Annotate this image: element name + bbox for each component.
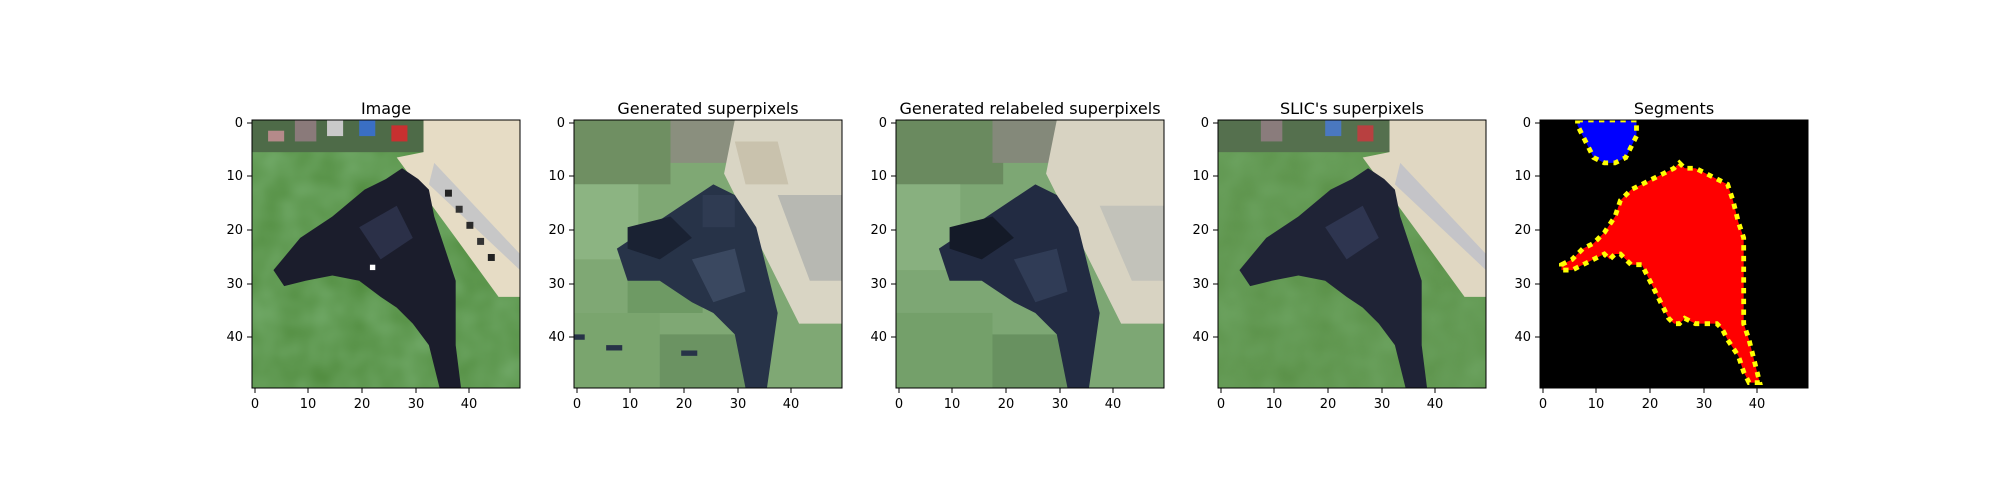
axes-frame: [573, 119, 843, 389]
y-tick-label: 10: [226, 169, 243, 184]
x-tick-label: 0: [573, 397, 581, 412]
x-tick-label: 0: [1539, 397, 1547, 412]
x-tick-label: 10: [622, 397, 639, 412]
x-tick-label: 0: [895, 397, 903, 412]
x-tick-label: 40: [1105, 397, 1122, 412]
panel-title: SLIC's superpixels: [1280, 99, 1424, 118]
x-axis: 0 10 20 30 40: [1539, 388, 1765, 412]
x-tick-label: 30: [408, 397, 425, 412]
x-tick-label: 10: [1588, 397, 1605, 412]
y-tick-label: 40: [226, 330, 243, 345]
y-tick-label: 20: [226, 223, 243, 238]
image-area: [896, 120, 1164, 388]
x-tick-label: 40: [1749, 397, 1766, 412]
y-tick-label: 0: [1201, 116, 1209, 131]
panel-slic-superpixels: SLIC's superpixels 0 10 20 30 40: [1192, 99, 1487, 412]
x-tick-label: 30: [1696, 397, 1713, 412]
y-tick-label: 10: [1514, 169, 1531, 184]
x-tick-label: 20: [1642, 397, 1659, 412]
y-tick-label: 0: [1523, 116, 1531, 131]
x-tick-label: 30: [1374, 397, 1391, 412]
x-tick-label: 0: [251, 397, 259, 412]
panel-generated-superpixels: Generated superpixels: [548, 99, 843, 412]
y-tick-label: 20: [870, 223, 887, 238]
x-axis: 0 10 20 30 40: [251, 388, 477, 412]
x-tick-label: 10: [944, 397, 961, 412]
segment-1: [1575, 120, 1639, 166]
axes-frame: [895, 119, 1165, 389]
y-tick-label: 10: [548, 169, 565, 184]
panel-title: Segments: [1634, 99, 1714, 118]
y-tick-label: 40: [548, 330, 565, 345]
image-area: [1540, 120, 1808, 388]
panel-title: Generated superpixels: [617, 99, 798, 118]
y-tick-label: 30: [226, 277, 243, 292]
x-tick-label: 20: [354, 397, 371, 412]
x-tick-label: 30: [730, 397, 747, 412]
y-tick-label: 0: [235, 116, 243, 131]
axes-frame: [1217, 119, 1487, 389]
segment-2: [1559, 159, 1763, 386]
x-tick-label: 20: [1320, 397, 1337, 412]
y-tick-label: 0: [879, 116, 887, 131]
axes-frame: [251, 119, 521, 389]
y-tick-label: 20: [1514, 223, 1531, 238]
x-tick-label: 40: [1427, 397, 1444, 412]
x-axis: 0 10 20 30 40: [573, 388, 799, 412]
x-tick-label: 20: [998, 397, 1015, 412]
panel-image: Image: [226, 99, 521, 412]
panel-title: Generated relabeled superpixels: [899, 99, 1160, 118]
y-tick-label: 30: [1514, 277, 1531, 292]
x-axis: 0 10 20 30 40: [1217, 388, 1443, 412]
x-tick-label: 20: [676, 397, 693, 412]
axes-frame: [1539, 119, 1809, 389]
x-tick-label: 10: [1266, 397, 1283, 412]
y-axis: 0 10 20 30 40: [1514, 116, 1540, 345]
x-axis: 0 10 20 30 40: [895, 388, 1121, 412]
y-axis: 0 10 20 30 40: [870, 116, 896, 345]
y-tick-label: 20: [1192, 223, 1209, 238]
x-tick-label: 10: [300, 397, 317, 412]
y-tick-label: 10: [1192, 169, 1209, 184]
image-area: [252, 120, 520, 388]
y-tick-label: 40: [1192, 330, 1209, 345]
y-axis: 0 10 20 30 40: [226, 116, 252, 345]
y-tick-label: 30: [548, 277, 565, 292]
y-tick-label: 10: [870, 169, 887, 184]
y-tick-label: 40: [1514, 330, 1531, 345]
x-tick-label: 40: [783, 397, 800, 412]
y-tick-label: 40: [870, 330, 887, 345]
image-area: [574, 120, 842, 388]
x-tick-label: 40: [461, 397, 478, 412]
y-tick-label: 0: [557, 116, 565, 131]
panel-relabeled-superpixels: Generated relabeled superpixels 0 10 20 …: [870, 99, 1165, 412]
x-tick-label: 30: [1052, 397, 1069, 412]
image-area: [1218, 120, 1486, 388]
y-tick-label: 20: [548, 223, 565, 238]
x-tick-label: 0: [1217, 397, 1225, 412]
y-tick-label: 30: [1192, 277, 1209, 292]
y-axis: 0 10 20 30 40: [1192, 116, 1218, 345]
panel-title: Image: [361, 99, 411, 118]
y-axis: 0 10 20 30 40: [548, 116, 574, 345]
y-tick-label: 30: [870, 277, 887, 292]
panel-segments: Segments 0 10 20 30 40 0: [1514, 99, 1809, 412]
